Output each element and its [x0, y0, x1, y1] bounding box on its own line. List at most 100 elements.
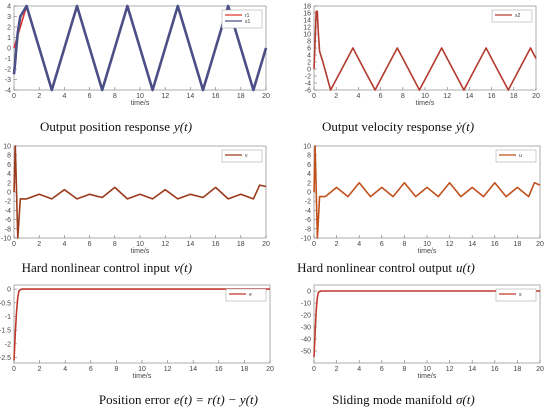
y-tick-label: -1: [5, 56, 11, 63]
legend-box: [221, 9, 263, 29]
chart-panel-5: 0-0.5-1-1.5-2-2.50 2 4 6 8 10 12 14 16 18 20time/s…: [0, 284, 274, 407]
x-tick-label: 8: [113, 241, 117, 248]
x-tick-label: 6: [380, 241, 384, 248]
y-tick-label: 14: [303, 18, 311, 25]
y-tick-label: 8: [307, 39, 311, 46]
panel-caption: Sliding mode manifold σ(t): [332, 392, 475, 407]
y-tick-label: 6: [307, 46, 311, 53]
y-tick-label: 0: [307, 190, 311, 197]
legend: x2: [491, 9, 533, 23]
x-tick-label: 6: [379, 93, 383, 100]
y-tick-label: -2: [305, 74, 311, 81]
x-tick-label: 20: [266, 366, 274, 373]
series-line-v: [13, 145, 267, 239]
y-tick-label: -30: [301, 325, 311, 332]
x-tick-label: 8: [402, 366, 406, 373]
legend-entry: x2: [515, 13, 521, 19]
y-tick-label: -20: [301, 313, 311, 320]
x-tick-label: 14: [466, 93, 474, 100]
series-line-e: [13, 288, 270, 361]
x-tick-label: 4: [62, 93, 66, 100]
x-tick-label: 14: [468, 241, 476, 248]
y-tick-label: 2: [307, 180, 311, 187]
y-tick-label: 6: [7, 162, 11, 169]
x-tick-label: 8: [113, 93, 117, 100]
x-tick-label: 2: [37, 241, 41, 248]
x-tick-label: 14: [187, 93, 195, 100]
y-tick-label: 2: [7, 180, 11, 187]
y-tick-label: 16: [303, 11, 311, 18]
legend-box: [225, 288, 267, 302]
x-tick-label: 12: [161, 241, 169, 248]
x-tick-label: 14: [189, 366, 197, 373]
caption-symbol: u(t): [456, 260, 475, 275]
legend-entry: v: [245, 153, 248, 159]
x-tick-label: 6: [380, 366, 384, 373]
panel-caption: Output position response y(t): [40, 119, 192, 134]
y-tick-label: 0: [7, 46, 11, 53]
y-tick-label: -4: [305, 208, 311, 215]
x-axis-label: time/s: [416, 100, 435, 107]
x-tick-label: 20: [262, 93, 270, 100]
x-tick-label: 0: [312, 366, 316, 373]
x-tick-label: 12: [164, 366, 172, 373]
y-tick-label: -10: [301, 236, 311, 243]
x-tick-label: 10: [421, 93, 429, 100]
x-tick-label: 18: [514, 241, 522, 248]
y-tick-label: 12: [303, 25, 311, 32]
x-tick-label: 18: [510, 93, 518, 100]
y-tick-label: 0: [7, 190, 11, 197]
x-tick-label: 12: [443, 93, 451, 100]
y-tick-label: -8: [305, 226, 311, 233]
y-tick-label: -4: [305, 81, 311, 88]
x-axis-label: time/s: [418, 248, 437, 255]
y-tick-label: -10: [1, 236, 11, 243]
y-tick-label: -0.5: [0, 300, 11, 307]
x-tick-label: 2: [334, 93, 338, 100]
y-tick-label: 1: [7, 35, 11, 42]
legend: s: [495, 288, 537, 302]
x-tick-label: 20: [536, 241, 544, 248]
y-tick-label: 10: [303, 144, 311, 151]
x-tick-label: 18: [237, 93, 245, 100]
y-tick-label: 4: [307, 53, 311, 60]
legend-entry: e: [249, 292, 252, 298]
series-line-u: [313, 145, 541, 239]
y-tick-label: 2: [7, 25, 11, 32]
x-tick-label: 6: [88, 93, 92, 100]
x-tick-label: 2: [335, 241, 339, 248]
legend-box: [491, 9, 533, 23]
y-tick-label: -6: [305, 88, 311, 95]
y-tick-label: -1: [5, 314, 11, 321]
caption-symbol: σ(t): [456, 392, 475, 407]
legend-box: [221, 149, 263, 163]
y-tick-label: -2: [5, 67, 11, 74]
x-tick-label: 6: [88, 241, 92, 248]
x-tick-label: 2: [335, 366, 339, 373]
y-tick-label: 6: [307, 162, 311, 169]
x-tick-label: 0: [12, 93, 16, 100]
legend: v: [221, 149, 263, 163]
caption-text: Output velocity response: [322, 119, 452, 134]
y-tick-label: 10: [3, 144, 11, 151]
y-tick-label: 0: [307, 67, 311, 74]
chart-panel-6: 0 -10 -20 -30 -40 -50 0 2 4 6 8 10 12 14 16 18 20 time/s s…: [301, 284, 544, 407]
x-tick-label: 10: [136, 93, 144, 100]
legend: e: [225, 288, 267, 302]
legend-box: [495, 149, 537, 163]
x-tick-label: 10: [423, 366, 431, 373]
y-tick-label: 2: [307, 60, 311, 67]
x-tick-label: 2: [37, 93, 41, 100]
x-tick-label: 20: [262, 241, 270, 248]
x-tick-label: 18: [241, 366, 249, 373]
x-tick-label: 12: [446, 241, 454, 248]
x-tick-label: 8: [114, 366, 118, 373]
y-tick-label: 10: [303, 32, 311, 39]
y-tick-label: 4: [307, 171, 311, 178]
x-tick-label: 4: [63, 366, 67, 373]
y-tick-label: 18: [303, 4, 311, 11]
caption-text: Output position response: [40, 119, 170, 134]
